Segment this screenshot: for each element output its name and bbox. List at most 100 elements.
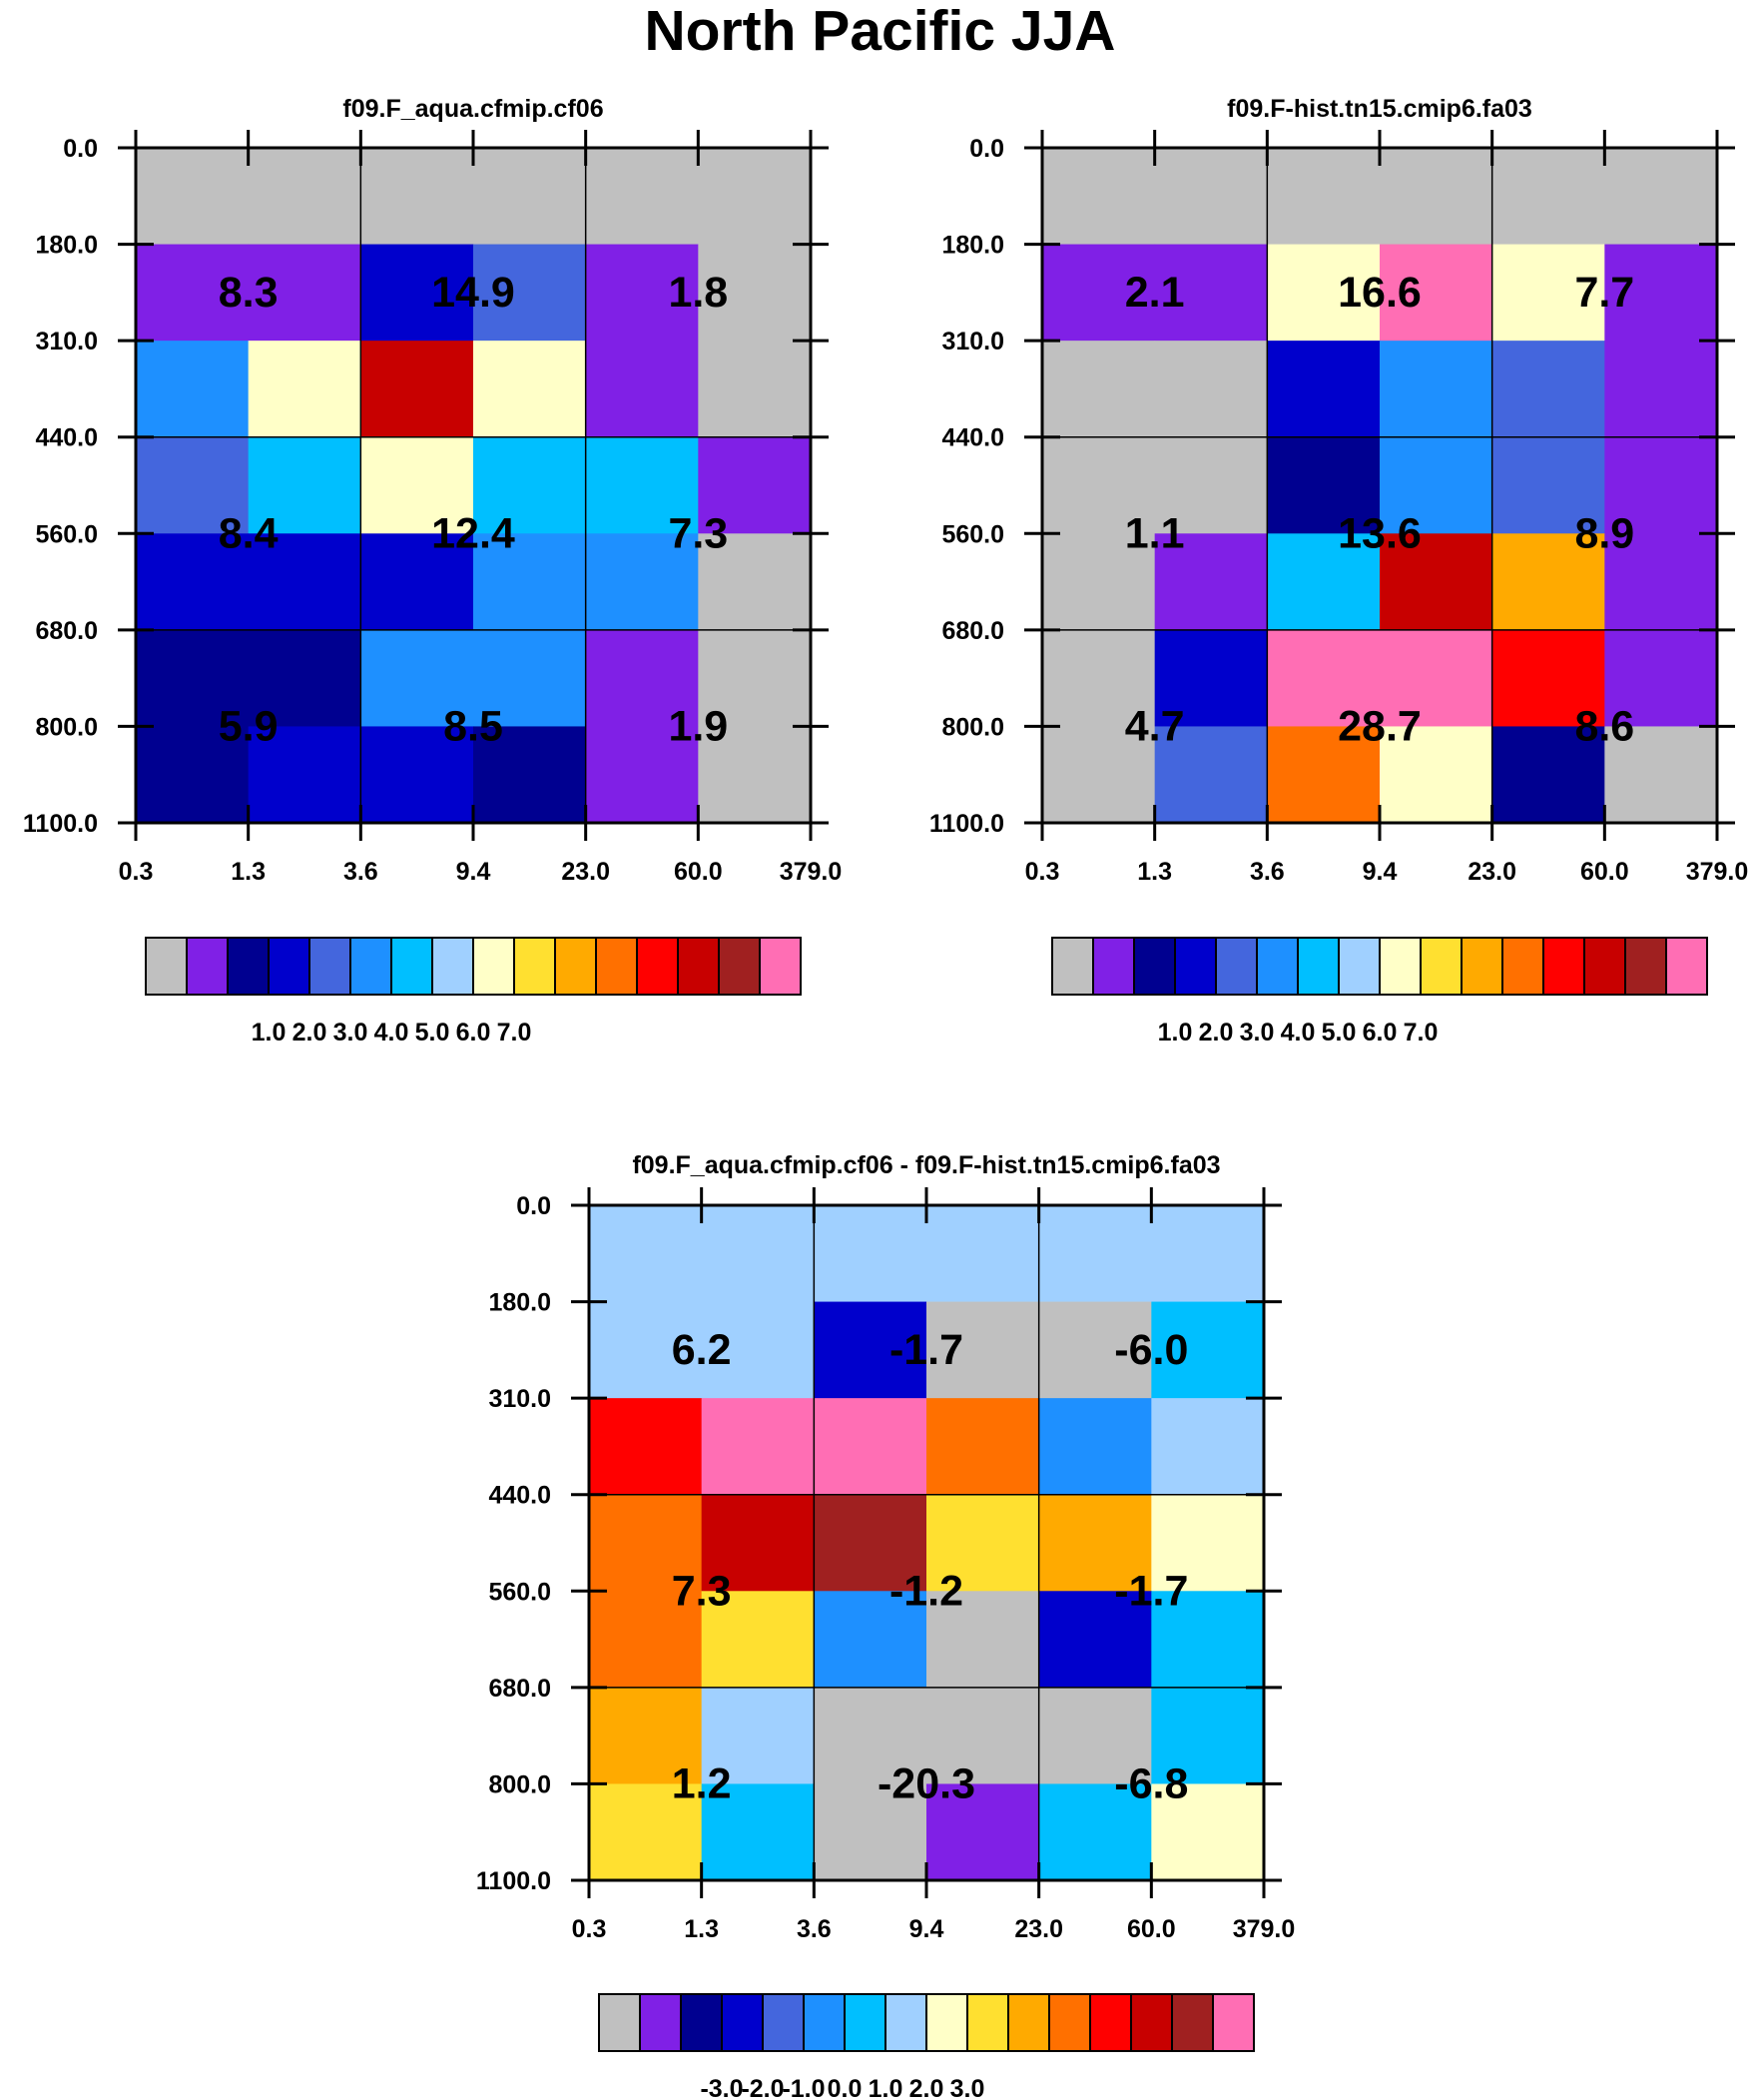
heatmap-cell [360, 436, 474, 534]
heatmap-cell [1604, 148, 1718, 246]
heatmap-cell [1042, 244, 1156, 342]
heatmap-cell [1604, 244, 1718, 342]
x-tick-label: 60.0 [1127, 1915, 1176, 1943]
x-tick-label: 23.0 [561, 858, 610, 886]
heatmap-cell [1267, 533, 1381, 631]
legend-swatch [1174, 937, 1217, 996]
legend-swatch [1092, 937, 1135, 996]
legend-swatch [1130, 1993, 1173, 2052]
heatmap-cell [926, 1494, 1040, 1592]
heatmap-cell [248, 533, 361, 631]
y-tick-label: 1100.0 [929, 810, 1004, 838]
legend-label: 6.0 [456, 1019, 491, 1047]
heatmap-cell [814, 1494, 927, 1592]
heatmap-cell [360, 629, 474, 727]
figure-title: North Pacific JJA [644, 0, 1116, 63]
data-label: -1.7 [889, 1326, 963, 1374]
heatmap-cell [136, 533, 250, 631]
heatmap-cell [701, 1398, 815, 1496]
data-label: -1.2 [889, 1567, 963, 1615]
data-label: 28.7 [1338, 702, 1422, 750]
x-tick-label: 1.3 [1137, 858, 1172, 886]
heatmap-cell [698, 629, 812, 727]
legend-swatch [1420, 937, 1463, 996]
heatmap-cell [360, 533, 474, 631]
data-label: 7.3 [672, 1567, 732, 1615]
heatmap-cell [1154, 244, 1268, 342]
legend-swatch [1501, 937, 1544, 996]
y-tick-label: 440.0 [488, 1482, 551, 1510]
legend-label: -2.0 [741, 2075, 784, 2100]
heatmap-cell [1491, 436, 1605, 534]
heatmap-cell [926, 1591, 1040, 1689]
heatmap-cell [1038, 1591, 1152, 1689]
legend-swatch [1379, 937, 1422, 996]
heatmap-cell [1380, 533, 1493, 631]
legend-swatch [349, 937, 392, 996]
heatmap-cell [1604, 629, 1718, 727]
heatmap-cell [248, 341, 361, 438]
panel-2: 0.0 180.0 310.0 440.0 560.0 680.0 800.0 1100.0 0… [476, 1187, 1295, 2100]
x-tick-label: 3.6 [1250, 858, 1285, 886]
legend-swatch [925, 1993, 968, 2052]
heatmap-cell [585, 436, 699, 534]
x-tick-label: 379.0 [1686, 858, 1749, 886]
y-tick-label: 310.0 [941, 328, 1004, 355]
heatmap-cell [698, 244, 812, 342]
heatmap-cell [1604, 726, 1718, 824]
legend-swatch [268, 937, 310, 996]
data-label: 16.6 [1338, 269, 1422, 317]
y-tick-label: 680.0 [35, 617, 98, 645]
heatmap-cell [701, 1783, 815, 1881]
legend-label: 3.0 [1240, 1019, 1275, 1047]
heatmap-cell [1154, 436, 1268, 534]
y-tick-label: 680.0 [488, 1675, 551, 1703]
x-tick-label: 9.4 [456, 858, 491, 886]
y-tick-label: 800.0 [488, 1770, 551, 1798]
legend-swatch [390, 937, 433, 996]
y-tick-label: 1100.0 [476, 1867, 551, 1895]
legend-label: 3.0 [950, 2075, 985, 2100]
heatmap-cell [1154, 629, 1268, 727]
legend-swatch [227, 937, 270, 996]
legend-label: 5.0 [1322, 1019, 1357, 1047]
legend-swatch [636, 937, 679, 996]
data-label: 1.9 [668, 702, 728, 750]
heatmap-cell [1380, 726, 1493, 824]
legend-label: 3.0 [333, 1019, 368, 1047]
heatmap-cell [1604, 533, 1718, 631]
legend-label: 4.0 [1281, 1019, 1316, 1047]
heatmap-cell [1604, 436, 1718, 534]
heatmap-cell [701, 1205, 815, 1303]
heatmap-cell [473, 726, 587, 824]
legend-swatch [759, 937, 802, 996]
heatmap-cell [136, 726, 250, 824]
heatmap-cell [473, 436, 587, 534]
heatmap-cell [1380, 148, 1493, 246]
legend-swatch [1583, 937, 1626, 996]
legend-swatch [966, 1993, 1009, 2052]
heatmap-cell [585, 726, 699, 824]
heatmap-cell [248, 436, 361, 534]
heatmap-cell [698, 726, 812, 824]
x-tick-label: 3.6 [343, 858, 378, 886]
heatmap-cell [1038, 1398, 1152, 1496]
heatmap-cell [1151, 1398, 1265, 1496]
heatmap-cell [814, 1398, 927, 1496]
legend-swatch [762, 1993, 805, 2052]
heatmap-cell [814, 1783, 927, 1881]
data-label: 7.3 [668, 509, 728, 557]
x-tick-label: 9.4 [1363, 858, 1398, 886]
heatmap-cell [1267, 341, 1381, 438]
data-label: 12.4 [431, 509, 515, 557]
y-tick-label: 440.0 [941, 424, 1004, 452]
legend-swatch [472, 937, 515, 996]
legend-swatch [1212, 1993, 1255, 2052]
data-label: -6.0 [1114, 1326, 1188, 1374]
y-tick-label: 180.0 [941, 232, 1004, 260]
heatmap-cell [473, 341, 587, 438]
heatmap-cell [360, 341, 474, 438]
y-tick-label: 560.0 [488, 1578, 551, 1606]
y-tick-label: 440.0 [35, 424, 98, 452]
